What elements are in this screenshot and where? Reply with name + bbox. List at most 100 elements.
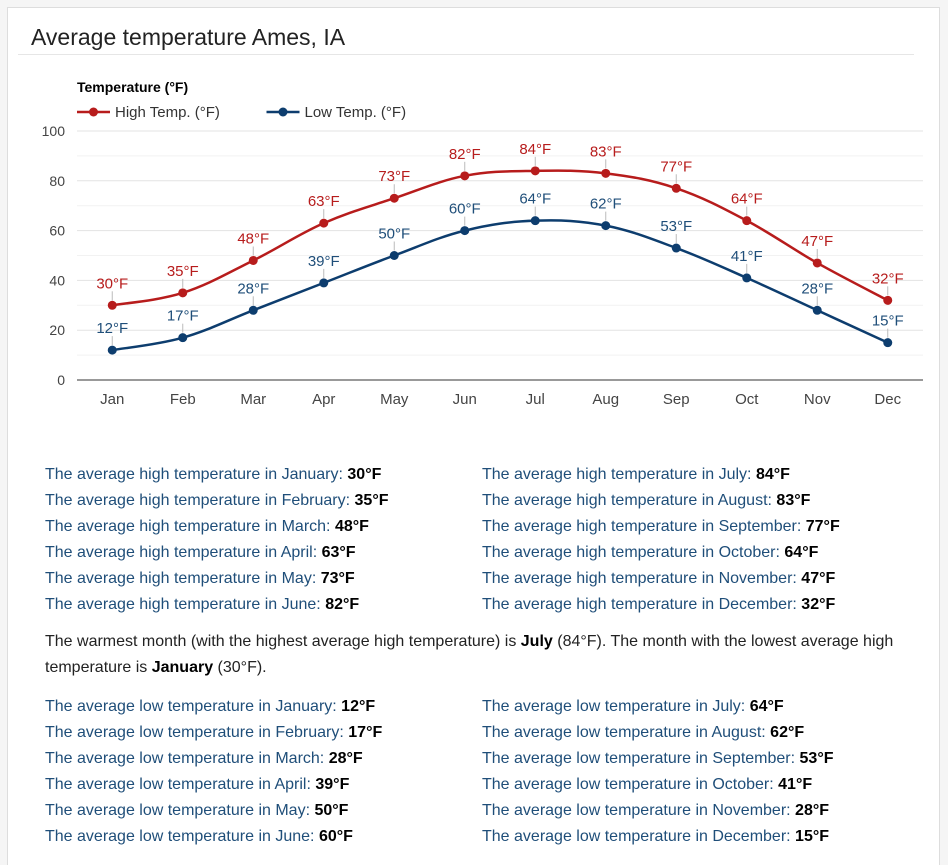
stat-row: The average high temperature in Septembe… [482, 514, 840, 540]
data-label: 39°F [308, 253, 340, 270]
title-divider [18, 54, 914, 55]
data-point [601, 168, 611, 178]
legend-swatch-marker [278, 107, 288, 117]
y-axis-title: Temperature (°F) [77, 79, 188, 95]
data-point [319, 278, 329, 288]
stat-value: 47°F [801, 570, 836, 587]
temperature-line-chart: Temperature (°F) High Temp. (°F) Low Temp… [42, 79, 923, 408]
stat-row: The average high temperature in November… [482, 566, 840, 592]
stat-value: 30°F [347, 466, 382, 483]
stat-label: The average low temperature in November: [482, 802, 791, 819]
stat-label: The average high temperature in June: [45, 596, 321, 613]
data-label: 28°F [237, 280, 269, 297]
stat-value: 12°F [341, 698, 376, 715]
data-label: 84°F [519, 141, 551, 158]
data-point [812, 258, 822, 268]
data-point [389, 251, 399, 260]
stat-row: The average high temperature in August: … [482, 488, 840, 514]
stat-row: The average low temperature in February:… [45, 720, 382, 746]
stat-row: The average low temperature in July: 64°… [482, 694, 833, 720]
stat-value: 41°F [778, 776, 813, 793]
legend: High Temp. (°F) Low Temp. (°F) [77, 104, 406, 121]
data-label: 17°F [167, 308, 199, 325]
data-label: 32°F [872, 270, 904, 287]
low-list-column-1: The average low temperature in January: … [45, 694, 382, 850]
stat-row: The average low temperature in September… [482, 746, 833, 772]
data-label: 35°F [167, 263, 199, 280]
y-tick-label: 40 [49, 272, 65, 288]
x-tick-label: May [380, 391, 409, 408]
stat-row: The average high temperature in July: 84… [482, 462, 840, 488]
stat-row: The average low temperature in August: 6… [482, 720, 833, 746]
legend-swatch-marker [89, 107, 98, 117]
data-label: 28°F [801, 280, 833, 297]
x-tick-label: Jul [526, 391, 545, 408]
stat-row: The average high temperature in May: 73°… [45, 566, 388, 592]
stat-value: 15°F [795, 828, 830, 845]
stat-row: The average low temperature in May: 50°F [45, 798, 382, 824]
stat-label: The average low temperature in April: [45, 776, 311, 793]
stat-value: 77°F [805, 518, 840, 535]
y-tick-label: 80 [49, 173, 65, 189]
data-label: 30°F [96, 275, 128, 292]
stat-row: The average high temperature in October:… [482, 540, 840, 566]
data-point [530, 216, 540, 226]
summary-paragraph: The warmest month (with the highest aver… [45, 629, 895, 681]
stat-label: The average low temperature in August: [482, 724, 766, 741]
data-point [248, 305, 258, 315]
low-list-column-2: The average low temperature in July: 64°… [482, 694, 833, 850]
x-tick-label: Feb [170, 391, 196, 408]
stat-value: 84°F [755, 466, 790, 483]
stat-label: The average high temperature in December… [482, 596, 797, 613]
stat-value: 62°F [770, 724, 805, 741]
x-tick-label: Oct [735, 391, 759, 408]
stat-row: The average low temperature in December:… [482, 824, 833, 850]
high-list-column-1: The average high temperature in January:… [45, 462, 388, 618]
stat-value: 60°F [318, 828, 353, 845]
stat-value: 17°F [348, 724, 383, 741]
data-label: 82°F [449, 146, 481, 163]
y-tick-label: 0 [57, 372, 65, 388]
stat-value: 64°F [784, 544, 819, 561]
series-low: 12°F 17°F 28°F 39°F 50°F 60°F 64°F 62°F 53°F 41°F… [96, 191, 904, 355]
data-label: 77°F [660, 158, 692, 175]
chart-series: 30°F 35°F 48°F 63°F 73°F 82°F 84°F 83°F 77°F 64°F… [96, 141, 904, 355]
stat-label: The average high temperature in Septembe… [482, 518, 802, 535]
x-tick-label: Sep [663, 391, 690, 408]
stat-row: The average low temperature in April: 39… [45, 772, 382, 798]
data-point [671, 243, 681, 253]
stat-row: The average low temperature in June: 60°… [45, 824, 382, 850]
data-label: 15°F [872, 313, 904, 330]
data-label: 83°F [590, 143, 622, 160]
x-tick-label: Dec [874, 391, 901, 408]
summary-text: (84°F). The month with the lowest averag… [45, 633, 894, 676]
data-label: 41°F [731, 248, 763, 265]
data-label: 63°F [308, 193, 340, 210]
data-point [883, 338, 893, 348]
stat-label: The average low temperature in May: [45, 802, 311, 819]
data-label: 48°F [237, 230, 269, 247]
data-point [742, 216, 752, 226]
y-tick-label: 60 [49, 223, 65, 239]
stat-row: The average low temperature in March: 28… [45, 746, 382, 772]
data-point [389, 193, 399, 203]
data-label: 62°F [590, 196, 622, 213]
stat-label: The average low temperature in July: [482, 698, 746, 715]
temperature-card [7, 7, 940, 865]
stat-value: 28°F [328, 750, 363, 767]
stat-value: 28°F [795, 802, 830, 819]
stat-label: The average high temperature in July: [482, 466, 752, 483]
stat-row: The average high temperature in January:… [45, 462, 388, 488]
stat-label: The average high temperature in March: [45, 518, 331, 535]
y-tick-label: 20 [49, 322, 65, 338]
stat-label: The average high temperature in October: [482, 544, 780, 561]
x-tick-label: Jan [100, 391, 124, 408]
stat-value: 32°F [801, 596, 836, 613]
data-point [883, 295, 893, 305]
stat-row: The average high temperature in June: 82… [45, 592, 388, 618]
data-label: 64°F [519, 191, 551, 208]
data-point [248, 255, 258, 265]
coldest-month: January [151, 659, 214, 676]
data-point [107, 345, 117, 355]
stat-label: The average high temperature in January: [45, 466, 343, 483]
